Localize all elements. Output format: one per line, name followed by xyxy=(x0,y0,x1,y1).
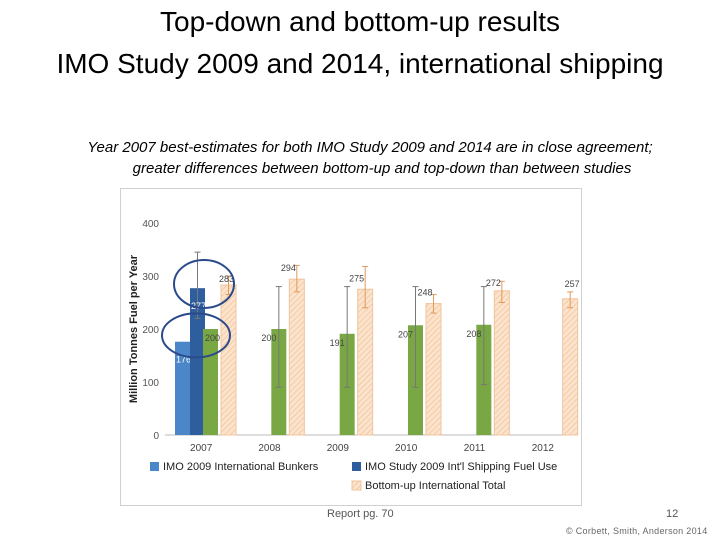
y-tick-label: 400 xyxy=(142,219,159,230)
bar-2012-series-3 xyxy=(562,298,579,436)
highlight-circle-200 xyxy=(161,312,231,359)
page-number: 12 xyxy=(666,508,679,520)
bar-2008-series-3 xyxy=(288,278,305,436)
data-label-2011-series-2: 208 xyxy=(466,329,481,339)
y-tick-label: 300 xyxy=(142,272,159,283)
y-tick-label: 200 xyxy=(142,325,159,336)
data-label-2008-series-3: 294 xyxy=(281,263,296,273)
data-label-2007-series-0: 176 xyxy=(176,355,191,365)
slide-title-line-1: Top-down and bottom-up results xyxy=(160,6,560,37)
report-reference: Report pg. 70 xyxy=(327,508,394,520)
y-tick-label: 0 xyxy=(153,431,159,442)
bar-2007-series-2 xyxy=(203,329,218,435)
data-label-2008-series-2: 200 xyxy=(261,333,276,343)
y-axis-title: Million Tonnes Fuel per Year xyxy=(128,254,140,403)
x-tick-label: 2010 xyxy=(395,443,418,454)
bar-2011-series-3 xyxy=(493,290,510,436)
slide-subtitle-line-2: greater differences between bottom-up an… xyxy=(132,160,632,177)
data-label-2007-series-2: 200 xyxy=(205,333,220,343)
legend-swatch-series-3 xyxy=(351,480,362,491)
y-tick-label: 100 xyxy=(142,378,159,389)
bar-2009-series-3 xyxy=(357,288,374,436)
data-label-2010-series-2: 207 xyxy=(398,329,413,339)
x-tick-label: 2011 xyxy=(464,443,486,454)
bar-2007-series-1 xyxy=(190,288,205,435)
x-tick-label: 2009 xyxy=(327,443,350,454)
data-label-2011-series-3: 272 xyxy=(486,278,501,288)
bar-2010-series-3 xyxy=(425,303,442,436)
bar-chart: 0 100 200 300 400 Million Tonnes Fuel per Yea… xyxy=(120,188,582,506)
slide-title-line-2: IMO Study 2009 and 2014, international s… xyxy=(56,48,664,79)
copyright-notice: © Corbett, Smith, Anderson 2014 xyxy=(566,526,708,536)
legend-swatch-series-1 xyxy=(352,462,361,471)
highlight-circle-277 xyxy=(173,258,235,309)
data-label-2007-series-1: 277 xyxy=(191,301,206,311)
chart-svg: 0 100 200 300 400 Million Tonnes Fuel per Yea… xyxy=(120,188,582,506)
bar-2007-series-3 xyxy=(220,284,237,436)
legend-label-series-0: IMO 2009 International Bunkers xyxy=(163,461,319,473)
bar-2007-series-0 xyxy=(175,341,190,435)
x-tick-label: 2007 xyxy=(190,443,213,454)
data-label-2007-series-3: 283 xyxy=(219,274,234,284)
data-label-2012-series-3: 257 xyxy=(565,279,580,289)
x-tick-label: 2012 xyxy=(532,443,555,454)
slide-subtitle-line-1: Year 2007 best-estimates for both IMO St… xyxy=(87,139,653,156)
data-label-2009-series-3: 275 xyxy=(349,273,364,283)
legend-label-series-3: Bottom-up International Total xyxy=(365,480,505,492)
data-label-2009-series-2: 191 xyxy=(330,338,345,348)
x-tick-label: 2008 xyxy=(258,443,281,454)
data-label-2010-series-3: 248 xyxy=(418,288,433,298)
legend-swatch-series-0 xyxy=(150,462,159,471)
legend-label-series-1: IMO Study 2009 Int'l Shipping Fuel Use xyxy=(365,461,557,473)
